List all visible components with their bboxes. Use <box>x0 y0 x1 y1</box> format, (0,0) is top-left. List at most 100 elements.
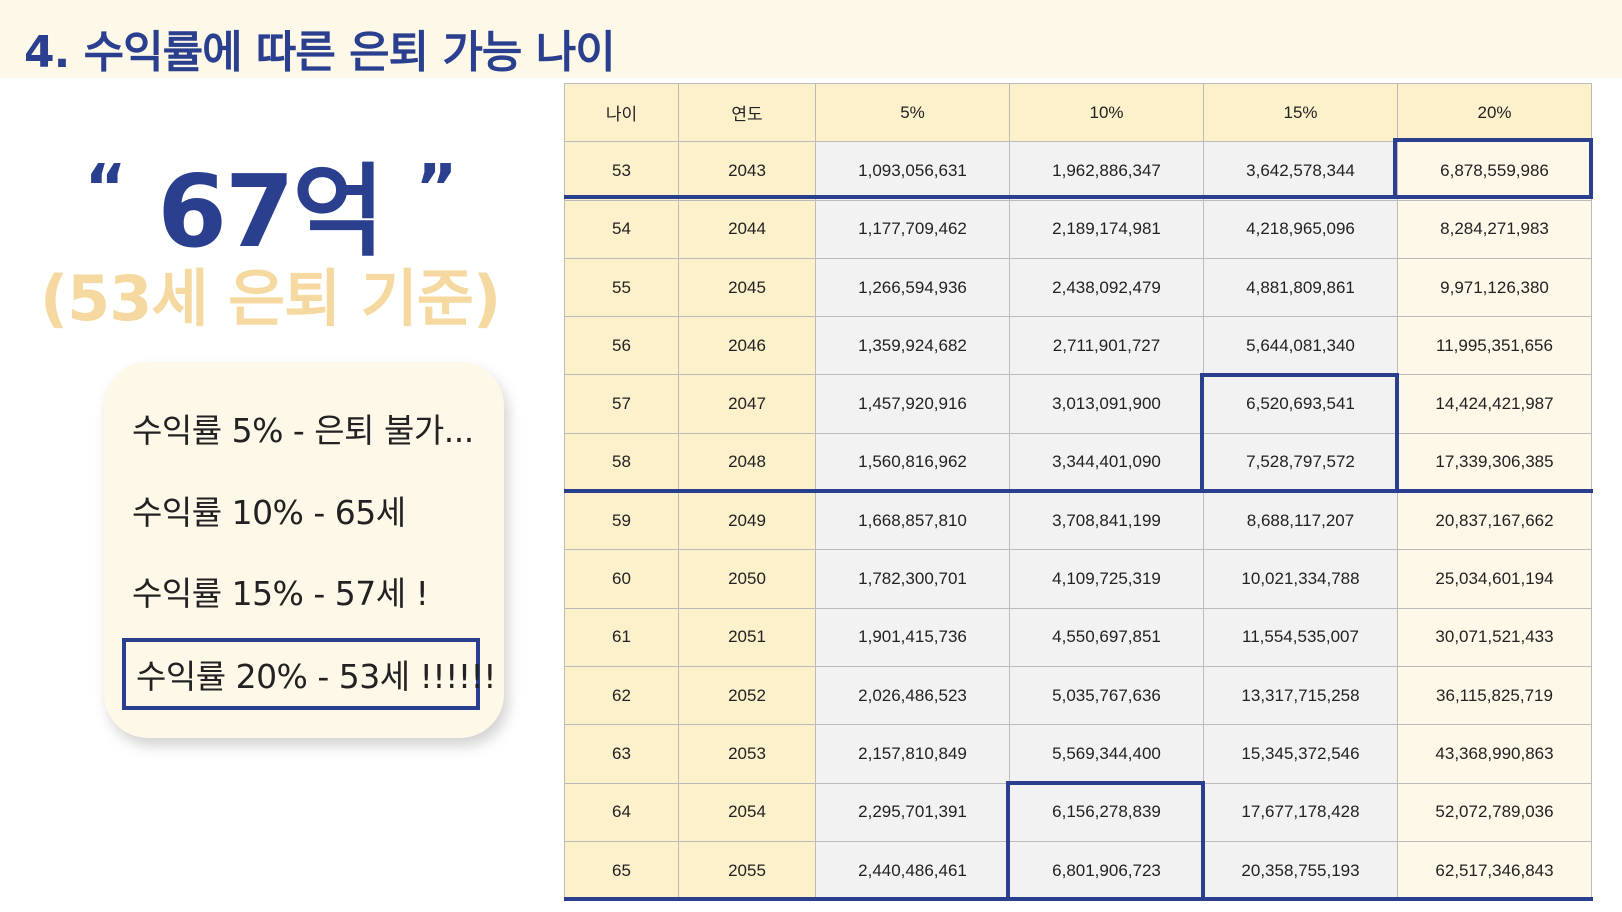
cell-age: 59 <box>564 491 679 551</box>
cell-20pct: 30,071,521,433 <box>1397 607 1592 667</box>
summary-line-15pct: 수익률 15% - 57세 ! <box>132 574 429 613</box>
cell-20pct: 14,424,421,987 <box>1397 374 1592 434</box>
cell-15pct: 6,520,693,541 <box>1203 374 1398 434</box>
summary-line-10pct: 수익률 10% - 65세 <box>132 493 406 532</box>
cell-15pct: 17,677,178,428 <box>1203 782 1398 842</box>
header-20pct: 20% <box>1397 82 1592 143</box>
cell-20pct: 36,115,825,719 <box>1397 665 1592 726</box>
table-row: 64 2054 2,295,701,391 6,156,278,839 17,677,1… <box>564 782 1592 842</box>
table-row: 57 2047 1,457,920,916 3,013,091,900 6,520,69… <box>564 374 1592 434</box>
cell-15pct: 10,021,334,788 <box>1203 549 1398 609</box>
cell-age: 62 <box>564 665 679 726</box>
cell-age: 65 <box>564 840 679 901</box>
cell-5pct: 1,901,415,736 <box>815 607 1010 667</box>
cell-age: 57 <box>564 374 679 434</box>
header-15pct: 15% <box>1203 82 1398 143</box>
cell-20pct: 25,034,601,194 <box>1397 549 1592 609</box>
cell-age: 53 <box>564 141 679 201</box>
cell-20pct: 6,878,559,986 <box>1397 141 1592 201</box>
cell-15pct: 5,644,081,340 <box>1203 316 1398 376</box>
cell-15pct: 7,528,797,572 <box>1203 432 1398 493</box>
cell-age: 63 <box>564 724 679 784</box>
cell-year: 2051 <box>678 607 816 667</box>
cell-15pct: 11,554,535,007 <box>1203 607 1398 667</box>
cell-age: 61 <box>564 607 679 667</box>
cell-year: 2049 <box>678 491 816 551</box>
cell-5pct: 1,457,920,916 <box>815 374 1010 434</box>
cell-age: 56 <box>564 316 679 376</box>
cell-15pct: 4,218,965,096 <box>1203 199 1398 259</box>
cell-year: 2043 <box>678 141 816 201</box>
table-header-row: 나이 연도 5% 10% 15% 20% <box>564 82 1592 143</box>
summary-line-20pct: 수익률 20% - 53세 !!!!!! <box>122 638 497 710</box>
cell-15pct: 8,688,117,207 <box>1203 491 1398 551</box>
cell-15pct: 13,317,715,258 <box>1203 665 1398 726</box>
cell-20pct: 52,072,789,036 <box>1397 782 1592 842</box>
page-title: 4. 수익률에 따른 은퇴 가능 나이 <box>24 27 616 78</box>
cell-5pct: 2,295,701,391 <box>815 782 1010 842</box>
cell-10pct: 2,438,092,479 <box>1009 257 1204 318</box>
open-quote: “ <box>84 152 127 226</box>
cell-20pct: 43,368,990,863 <box>1397 724 1592 784</box>
cell-10pct: 4,109,725,319 <box>1009 549 1204 609</box>
cell-year: 2055 <box>678 840 816 901</box>
cell-age: 54 <box>564 199 679 259</box>
table-row: 58 2048 1,560,816,962 3,344,401,090 7,528,79… <box>564 432 1592 493</box>
cell-10pct: 6,801,906,723 <box>1009 840 1204 901</box>
cell-age: 60 <box>564 549 679 609</box>
cell-10pct: 6,156,278,839 <box>1009 782 1204 842</box>
cell-5pct: 1,266,594,936 <box>815 257 1010 318</box>
cell-10pct: 3,708,841,199 <box>1009 491 1204 551</box>
close-quote: ” <box>415 152 457 226</box>
table-row: 60 2050 1,782,300,701 4,109,725,319 10,021,3… <box>564 549 1592 609</box>
cell-20pct: 9,971,126,380 <box>1397 257 1592 318</box>
table-row: 53 2043 1,093,056,631 1,962,886,347 3,642,57… <box>564 141 1592 201</box>
cell-5pct: 1,668,857,810 <box>815 491 1010 551</box>
cell-20pct: 17,339,306,385 <box>1397 432 1592 493</box>
cell-20pct: 11,995,351,656 <box>1397 316 1592 376</box>
header-5pct: 5% <box>815 82 1010 143</box>
cell-5pct: 2,440,486,461 <box>815 840 1010 901</box>
cell-year: 2045 <box>678 257 816 318</box>
cell-year: 2048 <box>678 432 816 493</box>
cell-5pct: 1,177,709,462 <box>815 199 1010 259</box>
cell-5pct: 2,157,810,849 <box>815 724 1010 784</box>
cell-year: 2053 <box>678 724 816 784</box>
cell-year: 2050 <box>678 549 816 609</box>
cell-year: 2054 <box>678 782 816 842</box>
header-10pct: 10% <box>1009 82 1204 143</box>
cell-year: 2052 <box>678 665 816 726</box>
cell-10pct: 5,569,344,400 <box>1009 724 1204 784</box>
header-year: 연도 <box>678 82 816 143</box>
highlight-amount: “ 67억 ” <box>0 130 540 275</box>
table-row: 55 2045 1,266,594,936 2,438,092,479 4,881,80… <box>564 257 1592 318</box>
cell-15pct: 3,642,578,344 <box>1203 141 1398 201</box>
cell-10pct: 5,035,767,636 <box>1009 665 1204 726</box>
table-row: 59 2049 1,668,857,810 3,708,841,199 8,688,11… <box>564 491 1592 551</box>
cell-15pct: 15,345,372,546 <box>1203 724 1398 784</box>
table-row: 65 2055 2,440,486,461 6,801,906,723 20,358,7… <box>564 840 1592 901</box>
cell-5pct: 1,560,816,962 <box>815 432 1010 493</box>
cell-age: 58 <box>564 432 679 493</box>
header-age: 나이 <box>564 82 679 143</box>
cell-15pct: 4,881,809,861 <box>1203 257 1398 318</box>
table-row: 54 2044 1,177,709,462 2,189,174,981 4,218,96… <box>564 199 1592 259</box>
cell-20pct: 8,284,271,983 <box>1397 199 1592 259</box>
retire-basis: (53세 은퇴 기준) <box>39 262 501 335</box>
summary-card: 수익률 5% - 은퇴 불가... 수익률 10% - 65세 수익률 15% … <box>104 362 504 738</box>
cell-10pct: 4,550,697,851 <box>1009 607 1204 667</box>
cell-15pct: 20,358,755,193 <box>1203 840 1398 901</box>
table-row: 63 2053 2,157,810,849 5,569,344,400 15,345,3… <box>564 724 1592 784</box>
summary-line-5pct: 수익률 5% - 은퇴 불가... <box>132 411 474 450</box>
amount-value: 67억 <box>157 153 384 270</box>
cell-5pct: 1,359,924,682 <box>815 316 1010 376</box>
title-bar: 4. 수익률에 따른 은퇴 가능 나이 <box>0 0 1622 78</box>
cell-year: 2047 <box>678 374 816 434</box>
table-row: 62 2052 2,026,486,523 5,035,767,636 13,317,7… <box>564 665 1592 726</box>
cell-age: 55 <box>564 257 679 318</box>
cell-20pct: 62,517,346,843 <box>1397 840 1592 901</box>
cell-year: 2046 <box>678 316 816 376</box>
cell-10pct: 2,189,174,981 <box>1009 199 1204 259</box>
table-row: 61 2051 1,901,415,736 4,550,697,851 11,554,5… <box>564 607 1592 667</box>
cell-5pct: 1,782,300,701 <box>815 549 1010 609</box>
